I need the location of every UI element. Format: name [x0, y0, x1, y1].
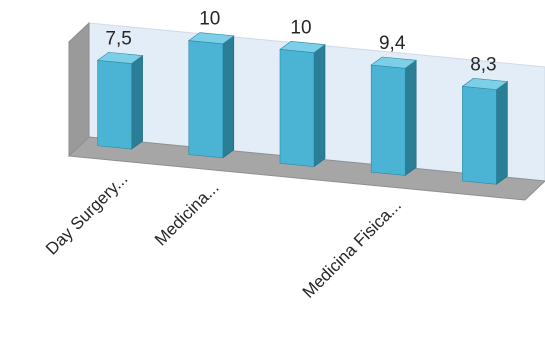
bar-5 [461, 78, 509, 185]
bar-3 [279, 41, 326, 168]
bar-front [97, 59, 132, 150]
floor [67, 136, 545, 201]
data-label-4: 9,4 [379, 33, 406, 54]
bar-side [496, 81, 508, 185]
bar-top [279, 41, 326, 53]
bar-top [370, 56, 418, 69]
bar-top [187, 32, 235, 45]
bar-1 [96, 51, 144, 150]
bar-side [313, 44, 326, 168]
chart-category-labels: Day Surgery... Medicina... Medicina Fisica… [42, 169, 405, 302]
category-label-1: Day Surgery... [42, 169, 131, 258]
category-label-4: Medicina Fisica... [299, 196, 405, 302]
category-label-2: Medicina... [151, 178, 223, 250]
bar-front [279, 49, 315, 167]
bar-side [404, 59, 417, 177]
bar-4 [370, 56, 418, 177]
bar-front [188, 40, 224, 159]
data-label-2: 10 [199, 9, 220, 30]
data-label-5: 8,3 [470, 54, 496, 75]
bar-side [222, 35, 235, 159]
data-label-3: 10 [290, 17, 311, 38]
data-label-1: 7,5 [105, 28, 131, 49]
bar-top [96, 51, 144, 64]
side-wall [68, 21, 90, 158]
chart-data-labels: 7,5 10 10 9,4 8,3 [105, 9, 496, 76]
bar-2 [187, 32, 235, 159]
bar-front [370, 64, 406, 176]
chart-bars [96, 32, 509, 185]
bar-side [131, 54, 143, 150]
bar-front [462, 86, 497, 185]
bar-top [461, 78, 509, 90]
